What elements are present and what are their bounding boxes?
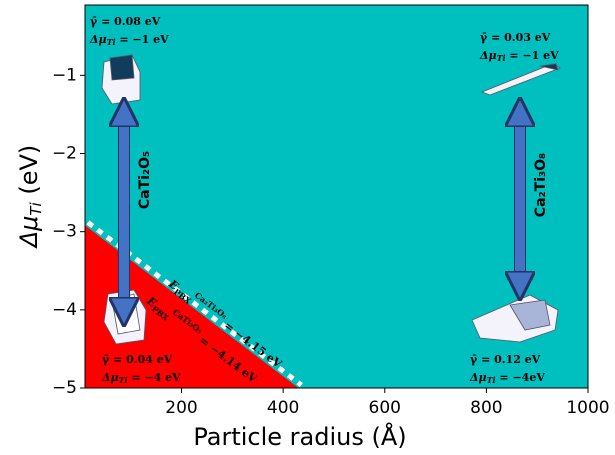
x-tick-label: 1000 <box>566 398 609 418</box>
y-label-main: Δμ <box>15 216 43 250</box>
x-axis-label: Particle radius (Å) <box>193 422 406 451</box>
arrow-label: Ca₂Ti₃O₈ <box>533 153 549 217</box>
x-tick-label: 400 <box>267 398 299 418</box>
y-label-sub: Ti <box>27 201 45 215</box>
annotation-mu: ΔμTi = −4eV <box>469 371 545 385</box>
mu-sub: Ti <box>487 375 496 385</box>
mu: Δμ <box>101 371 119 384</box>
annotation-mu: ΔμTi = −1 eV <box>479 49 559 63</box>
mu-rest: = −4eV <box>496 371 546 384</box>
mu-sub: Ti <box>119 375 128 385</box>
mu-sub: Ti <box>497 53 506 63</box>
annotation-gamma: γ̄ = 0.12 eV <box>470 353 541 366</box>
x-tick-label: 800 <box>470 398 502 418</box>
mu: Δμ <box>89 33 107 46</box>
annotation-mu: ΔμTi = −1 eV <box>89 33 169 47</box>
y-label-rest: (eV) <box>15 145 43 203</box>
x-tick-label: 600 <box>369 398 401 418</box>
mu-rest: = −1 eV <box>116 33 170 46</box>
y-tick-label: −5 <box>52 378 77 398</box>
mu: Δμ <box>469 371 487 384</box>
y-tick-label: −3 <box>52 222 77 242</box>
y-tick-label: −2 <box>52 144 77 164</box>
y-tick-label: −4 <box>52 300 77 320</box>
y-tick-label: −1 <box>52 65 77 85</box>
chart: CaTi₂O₅ Ca₂Ti₃O₈ γ̄ = 0.08 eVΔμTi = −1 e… <box>0 0 615 455</box>
annotation-mu: ΔμTi = −4 eV <box>101 371 181 385</box>
arrow-label: CaTi₂O₅ <box>137 151 153 209</box>
annotation-gamma: γ̄ = 0.03 eV <box>480 31 551 44</box>
annotation-gamma: γ̄ = 0.08 eV <box>90 15 161 28</box>
x-tick-label: 200 <box>165 398 197 418</box>
mu-rest: = −4 eV <box>128 371 182 384</box>
mu-sub: Ti <box>107 37 116 47</box>
mu-rest: = −1 eV <box>506 49 560 62</box>
y-axis-label: ΔμTi (eV) <box>15 145 45 250</box>
mu: Δμ <box>479 49 497 62</box>
annotation-gamma: γ̄ = 0.04 eV <box>102 353 173 366</box>
